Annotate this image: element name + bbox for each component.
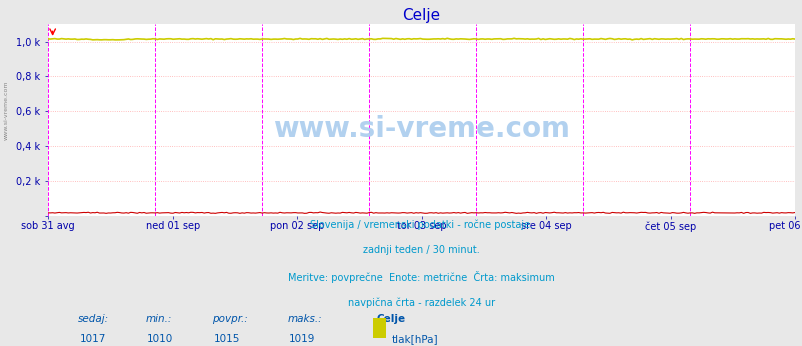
Text: zadnji teden / 30 minut.: zadnji teden / 30 minut. bbox=[363, 245, 480, 255]
Text: min.:: min.: bbox=[145, 315, 172, 325]
Text: Meritve: povprečne  Enote: metrične  Črta: maksimum: Meritve: povprečne Enote: metrične Črta:… bbox=[288, 271, 554, 283]
Title: Celje: Celje bbox=[402, 8, 440, 23]
Text: Celje: Celje bbox=[376, 315, 405, 325]
Text: 1015: 1015 bbox=[214, 334, 241, 344]
Text: www.si-vreme.com: www.si-vreme.com bbox=[273, 116, 569, 144]
Bar bbox=[373, 318, 386, 338]
Bar bbox=[373, 340, 386, 346]
Text: 1017: 1017 bbox=[79, 334, 106, 344]
Text: povpr.:: povpr.: bbox=[213, 315, 248, 325]
Text: navpična črta - razdelek 24 ur: navpična črta - razdelek 24 ur bbox=[347, 297, 495, 308]
Text: sedaj:: sedaj: bbox=[78, 315, 109, 325]
Text: 1019: 1019 bbox=[289, 334, 315, 344]
Text: 1010: 1010 bbox=[147, 334, 173, 344]
Text: maks.:: maks.: bbox=[287, 315, 322, 325]
Text: Slovenija / vremenski podatki - ročne postaje.: Slovenija / vremenski podatki - ročne po… bbox=[310, 219, 533, 230]
Text: www.si-vreme.com: www.si-vreme.com bbox=[4, 81, 9, 140]
Text: tlak[hPa]: tlak[hPa] bbox=[391, 334, 438, 344]
